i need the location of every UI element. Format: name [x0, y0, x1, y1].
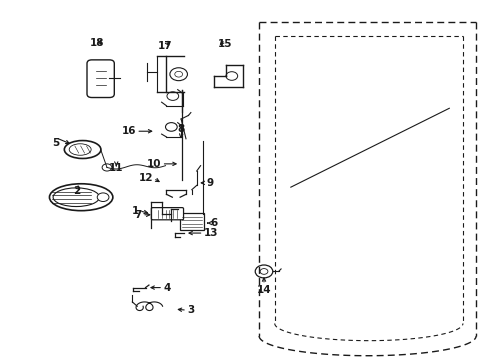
Text: 17: 17	[158, 41, 172, 51]
Circle shape	[174, 71, 182, 77]
Text: 8: 8	[177, 125, 184, 134]
Circle shape	[97, 193, 109, 202]
Text: 12: 12	[139, 173, 153, 183]
Text: 15: 15	[217, 40, 232, 49]
Ellipse shape	[69, 144, 91, 155]
Text: 13: 13	[203, 228, 218, 238]
Text: 5: 5	[52, 138, 60, 148]
Ellipse shape	[49, 184, 113, 211]
Circle shape	[166, 92, 178, 100]
FancyBboxPatch shape	[151, 208, 183, 220]
Circle shape	[260, 269, 267, 274]
Text: 3: 3	[186, 305, 194, 315]
Text: 9: 9	[206, 178, 213, 188]
Text: 10: 10	[147, 159, 161, 169]
Text: 4: 4	[163, 283, 170, 293]
Text: 11: 11	[109, 163, 123, 173]
Text: 2: 2	[73, 186, 80, 197]
Text: 1: 1	[132, 206, 139, 216]
Text: 6: 6	[210, 218, 217, 228]
Text: 16: 16	[122, 126, 136, 136]
Ellipse shape	[64, 140, 101, 158]
Text: 14: 14	[256, 285, 271, 295]
FancyBboxPatch shape	[87, 60, 114, 98]
Circle shape	[225, 72, 237, 80]
Circle shape	[165, 123, 177, 131]
Circle shape	[102, 164, 112, 171]
Text: 7: 7	[135, 210, 142, 220]
Circle shape	[169, 68, 187, 81]
Bar	[180, 213, 203, 230]
Ellipse shape	[53, 188, 99, 207]
Text: 18: 18	[90, 39, 104, 48]
Circle shape	[255, 265, 272, 278]
